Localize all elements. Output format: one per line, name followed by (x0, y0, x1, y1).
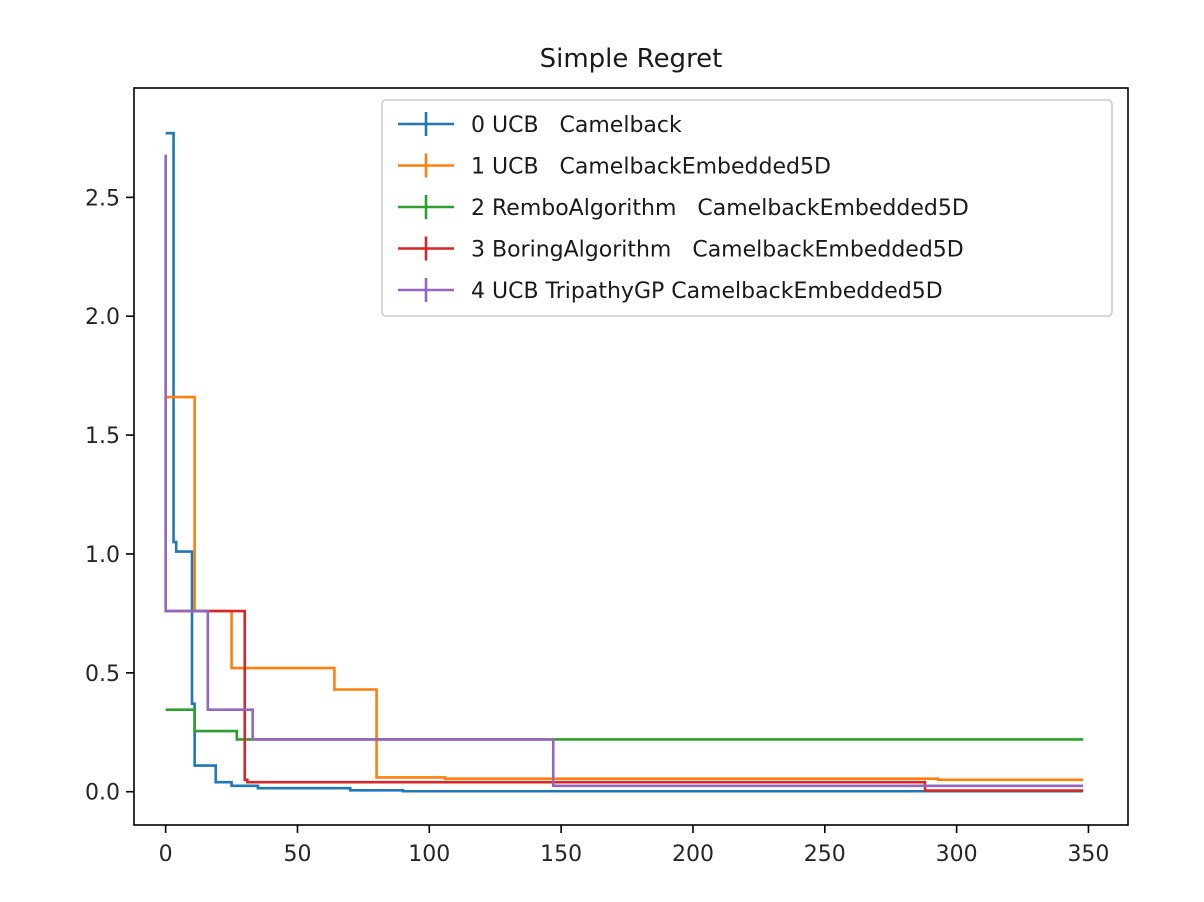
legend-label-4: 4 UCB TripathyGP CamelbackEmbedded5D (471, 279, 943, 304)
legend-label-0: 0 UCB Camelback (471, 113, 682, 138)
plot-frame (133, 87, 1129, 826)
series-line-0 (165, 131, 1084, 793)
x-tick-label: 200 (672, 842, 714, 867)
legend-label-3: 3 BoringAlgorithm CamelbackEmbedded5D (471, 238, 964, 263)
legend-box (381, 99, 1113, 317)
x-tick-label: 350 (1067, 842, 1109, 867)
axes-layer: 0 50 100 150 200 250 300 350 0.0 0.5 1.0 1.5 2.0 2.5 (85, 186, 1109, 867)
legend-items: 0 UCB Camelback 1 UCB CamelbackEmbedded5D… (398, 112, 969, 304)
y-tick-label: 1.0 (85, 543, 120, 568)
x-tick-label: 0 (159, 842, 173, 867)
chart-title: Simple Regret (540, 44, 723, 74)
series-layer (164, 131, 1084, 793)
y-tick-label: 0.5 (85, 662, 120, 687)
x-tick-label: 50 (283, 842, 311, 867)
y-tick-label: 2.5 (85, 186, 120, 211)
y-tick-label: 2.0 (85, 305, 120, 330)
legend: 0 UCB Camelback 1 UCB CamelbackEmbedded5D… (381, 99, 1113, 317)
y-tick-label: 0.0 (85, 781, 120, 806)
legend-label-2: 2 RemboAlgorithm CamelbackEmbedded5D (471, 196, 969, 221)
x-tick-label: 300 (936, 842, 978, 867)
legend-label-1: 1 UCB CamelbackEmbedded5D (471, 155, 831, 180)
x-tick-label: 100 (408, 842, 450, 867)
series-line-4 (164, 154, 1084, 788)
x-tick-label: 250 (804, 842, 846, 867)
series-line-3 (165, 609, 1084, 792)
x-tick-label: 150 (540, 842, 582, 867)
y-tick-label: 1.5 (85, 424, 120, 449)
